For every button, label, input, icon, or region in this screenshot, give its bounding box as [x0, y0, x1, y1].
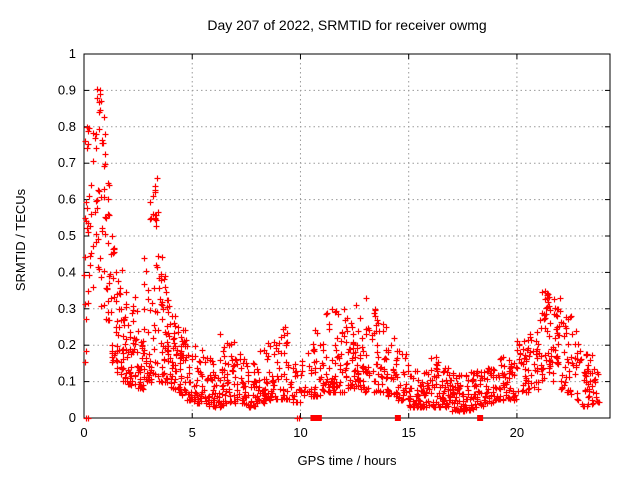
y-tick-label: 0.2 [58, 337, 76, 352]
y-tick-label: 0.5 [58, 228, 76, 243]
x-tick-label: 20 [510, 425, 524, 440]
x-tick-label: 5 [189, 425, 196, 440]
y-tick-label: 0.7 [58, 155, 76, 170]
scatter-plus-markers [81, 86, 603, 422]
y-tick-label: 0.9 [58, 82, 76, 97]
gap-square-markers [310, 415, 484, 421]
x-tick-label: 10 [293, 425, 307, 440]
y-tick-label: 0.3 [58, 301, 76, 316]
y-tick-label: 1 [69, 46, 76, 61]
tick-labels: 0 5 10 15 20 0 0.1 0.2 0.3 0.4 0.5 0.6 0.7 0.8 0.9 1 [58, 46, 524, 440]
x-axis-label: GPS time / hours [298, 453, 397, 468]
gap-square-marker [477, 415, 484, 421]
y-tick-label: 0 [69, 410, 76, 425]
gap-square-marker [394, 415, 401, 421]
y-axis-label: SRMTID / TECUs [13, 188, 28, 291]
y-tick-label: 0.6 [58, 192, 76, 207]
y-tick-label: 0.8 [58, 119, 76, 134]
gap-square-marker [315, 415, 322, 421]
axis-ticks [83, 53, 610, 419]
y-tick-label: 0.1 [58, 374, 76, 389]
x-tick-label: 15 [401, 425, 415, 440]
y-tick-label: 0.4 [58, 264, 76, 279]
scatter-points [81, 86, 603, 422]
chart-title: Day 207 of 2022, SRMTID for receiver owm… [207, 17, 486, 33]
gap-square-marker [310, 415, 317, 421]
x-tick-label: 0 [80, 425, 87, 440]
